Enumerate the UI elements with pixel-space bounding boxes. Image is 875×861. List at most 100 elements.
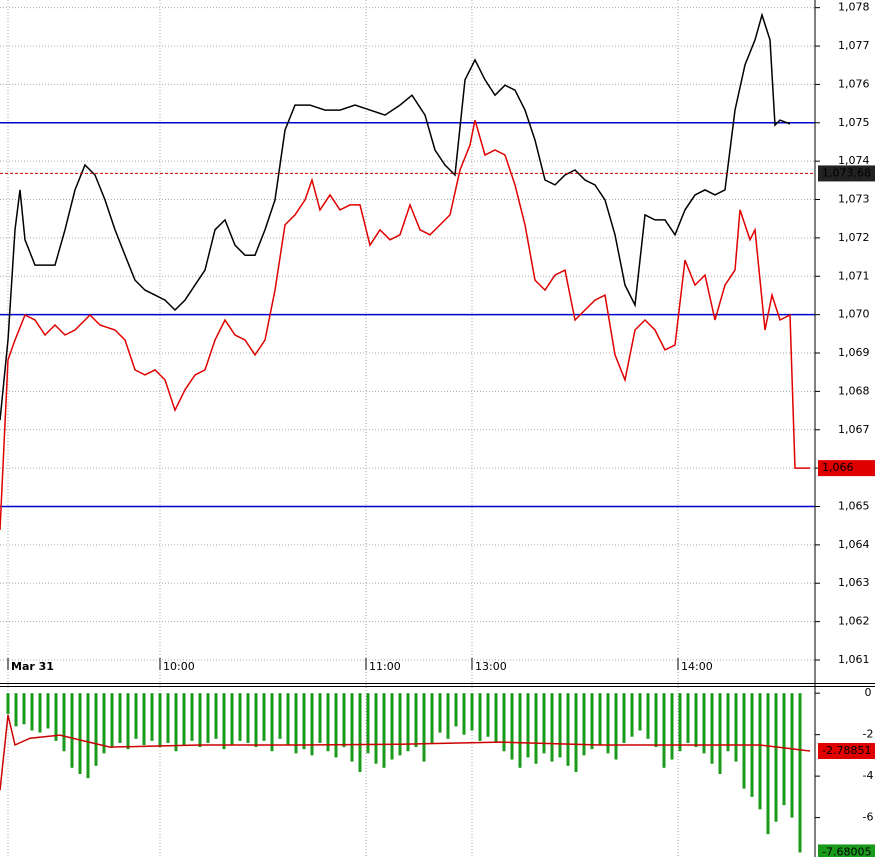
bar xyxy=(150,693,154,741)
y-tick-label: 1,077 xyxy=(838,39,870,52)
price-label: 1,066 xyxy=(822,461,854,474)
y-tick-label: 1,073 xyxy=(838,193,870,206)
bar xyxy=(678,693,682,752)
price-label: -2.78851 xyxy=(822,744,871,757)
bar xyxy=(598,693,602,746)
x-tick-label: 10:00 xyxy=(163,660,195,673)
y-tick-label: 1,072 xyxy=(838,231,870,244)
bar xyxy=(14,693,18,727)
bar xyxy=(110,693,114,748)
price-label-box xyxy=(818,844,875,861)
bar xyxy=(758,693,762,810)
bar xyxy=(798,693,802,853)
bar xyxy=(590,693,594,750)
bar xyxy=(782,693,786,806)
price-label: -7.68005 xyxy=(822,845,871,857)
bar xyxy=(206,693,210,743)
y-tick-label: -2 xyxy=(863,728,874,741)
bar xyxy=(262,693,266,741)
bar xyxy=(350,693,354,762)
bar xyxy=(358,693,362,772)
bar xyxy=(366,693,370,754)
bar xyxy=(686,693,690,743)
bar xyxy=(102,693,106,754)
bar xyxy=(430,693,434,743)
bar xyxy=(534,693,538,764)
bar xyxy=(662,693,666,768)
bar xyxy=(702,693,706,754)
bar xyxy=(118,693,122,743)
price-label-box xyxy=(818,743,875,760)
bar xyxy=(190,693,194,741)
bar xyxy=(734,693,738,762)
y-tick-label: 1,078 xyxy=(838,1,870,14)
bar xyxy=(694,693,698,748)
bar xyxy=(182,693,186,746)
bar xyxy=(566,693,570,766)
bar xyxy=(390,693,394,760)
bar xyxy=(238,693,242,741)
price-line xyxy=(0,12,791,421)
y-tick-label: 1,069 xyxy=(838,346,870,359)
bar xyxy=(334,693,338,758)
bar xyxy=(398,693,402,756)
x-tick-label: 11:00 xyxy=(369,660,401,673)
bar xyxy=(454,693,458,727)
y-tick-label: 1,070 xyxy=(838,308,870,321)
bar xyxy=(558,693,562,758)
bar xyxy=(550,693,554,762)
bar xyxy=(502,693,506,752)
y-tick-label: -4 xyxy=(863,769,874,782)
bar xyxy=(134,693,138,739)
bar xyxy=(54,693,58,741)
bar xyxy=(606,693,610,754)
bar xyxy=(310,693,314,756)
y-tick-label: 1,063 xyxy=(838,576,870,589)
bar xyxy=(158,693,162,748)
bar xyxy=(742,693,746,789)
bar xyxy=(526,693,530,758)
y-tick-label: 1,076 xyxy=(838,77,870,90)
bar xyxy=(382,693,386,768)
bar xyxy=(86,693,90,779)
x-tick-label: 14:00 xyxy=(681,660,713,673)
bar xyxy=(510,693,514,760)
bar xyxy=(214,693,218,739)
price-label-box xyxy=(818,165,875,182)
bar xyxy=(774,693,778,822)
bar xyxy=(46,693,50,729)
bar xyxy=(646,693,650,739)
y-tick-label: 1,071 xyxy=(838,269,870,282)
bar xyxy=(286,693,290,746)
bar xyxy=(574,693,578,772)
x-tick-label: Mar 31 xyxy=(11,660,54,673)
price-label: 1,073.68 xyxy=(822,166,871,179)
y-tick-label: 1,065 xyxy=(838,499,870,512)
y-tick-label: 1,075 xyxy=(838,116,870,129)
bar xyxy=(790,693,794,818)
bar xyxy=(766,693,770,835)
bar xyxy=(518,693,522,768)
bar xyxy=(174,693,178,752)
y-tick-label: 1,061 xyxy=(838,653,870,666)
bar xyxy=(622,693,626,743)
bar xyxy=(246,693,250,743)
bar xyxy=(70,693,74,768)
bar xyxy=(166,693,170,743)
bar xyxy=(446,693,450,739)
y-tick-label: 1,068 xyxy=(838,384,870,397)
bar xyxy=(278,693,282,739)
bar xyxy=(726,693,730,752)
bar xyxy=(422,693,426,762)
bar xyxy=(542,693,546,754)
y-tick-label: 0 xyxy=(865,686,872,699)
bar xyxy=(230,693,234,746)
bar xyxy=(198,693,202,748)
bar xyxy=(462,693,466,735)
bar xyxy=(614,693,618,760)
x-tick-label: 13:00 xyxy=(475,660,507,673)
y-tick-label: 1,062 xyxy=(838,615,870,628)
bar xyxy=(326,693,330,752)
bar xyxy=(438,693,442,733)
